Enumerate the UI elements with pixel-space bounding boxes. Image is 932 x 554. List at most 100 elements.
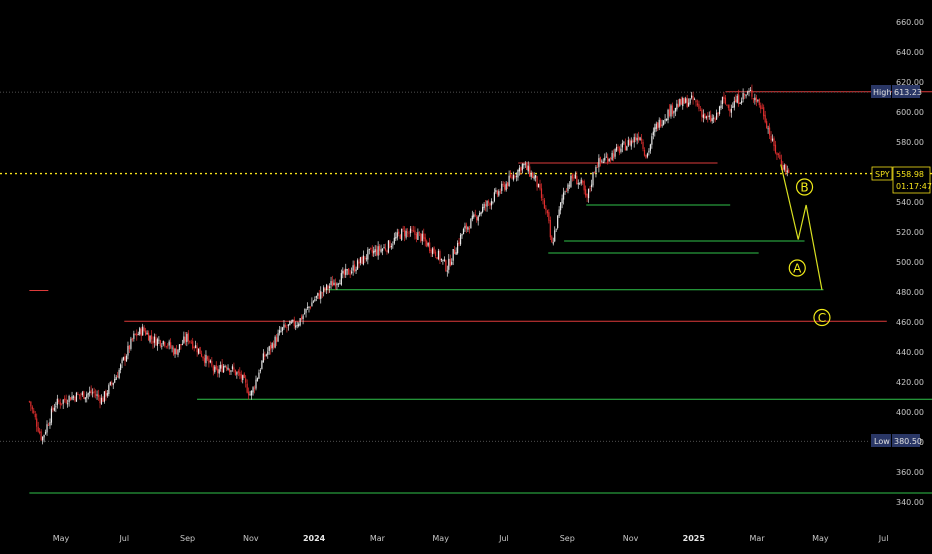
candle-body	[168, 341, 170, 346]
candle-body	[58, 400, 60, 402]
candle-body	[746, 92, 749, 94]
candle-body	[732, 106, 734, 108]
candle-body	[121, 359, 123, 364]
candle-body	[745, 94, 747, 97]
candle-body	[177, 349, 179, 355]
candle-body	[701, 109, 703, 118]
symbol-tag-bg	[871, 166, 893, 181]
candle-body	[476, 216, 478, 221]
candle-body	[589, 188, 591, 190]
candle-body	[582, 181, 584, 183]
candle-body	[408, 233, 410, 235]
candle-body	[785, 164, 787, 173]
candle-body	[352, 265, 354, 271]
candle-body	[136, 333, 138, 336]
candle-body	[90, 389, 92, 394]
candle-body	[67, 403, 69, 405]
candle-body	[639, 137, 641, 141]
candle-body	[165, 346, 167, 348]
candle-body	[752, 98, 755, 100]
candle-body	[139, 328, 141, 335]
candle-body	[770, 135, 772, 141]
candle-body	[782, 165, 784, 170]
candle-body	[246, 383, 248, 393]
candle-body	[786, 170, 788, 173]
candle-body	[367, 249, 369, 260]
candle-body	[724, 97, 727, 104]
candle-body	[327, 286, 329, 289]
candle-body	[274, 336, 276, 348]
candle-body	[309, 307, 312, 308]
candle-body	[486, 200, 488, 207]
candle-body	[230, 370, 232, 372]
candle-body	[328, 286, 331, 288]
candle-body	[348, 268, 350, 275]
candle-body	[114, 378, 116, 383]
candle-body	[423, 233, 425, 239]
candle-body	[551, 236, 553, 243]
candle-body	[741, 100, 743, 104]
candle-body	[248, 391, 250, 396]
candle-body	[147, 332, 150, 341]
candle-body	[695, 100, 697, 103]
candle-body	[42, 436, 44, 441]
candle-body	[217, 368, 219, 374]
candle-body	[448, 258, 450, 270]
candle-body	[504, 184, 506, 190]
candle-body	[390, 246, 392, 248]
x-tick-label: 2025	[683, 534, 706, 543]
candle-body	[203, 358, 206, 363]
candle-body	[518, 167, 521, 172]
candle-body	[317, 292, 319, 296]
candle-body	[530, 172, 532, 177]
x-tick-label: Nov	[243, 534, 259, 543]
x-tick-label: Jul	[878, 534, 889, 543]
candle-body	[268, 346, 270, 351]
candle-body	[449, 258, 451, 266]
candle-body	[94, 394, 97, 396]
candle-body	[355, 269, 357, 272]
candle-body	[164, 342, 166, 346]
candle-body	[552, 242, 554, 244]
candle-body	[617, 146, 619, 148]
candle-body	[707, 116, 709, 118]
candle-body	[131, 338, 133, 340]
candle-body	[250, 390, 253, 396]
candle-body	[595, 167, 597, 173]
candle-body	[152, 340, 154, 344]
x-tick-label: Sep	[560, 534, 575, 543]
price-axis[interactable]: 340.00360.00380.00400.00420.00440.00460.…	[896, 18, 924, 507]
candle-body	[468, 228, 470, 230]
candle-body	[236, 372, 238, 375]
candle-body	[767, 128, 769, 130]
candle-body	[652, 131, 654, 136]
candle-body	[155, 337, 157, 346]
candle-body	[231, 366, 234, 370]
x-tick-label: Mar	[750, 534, 766, 543]
x-tick-label: Sep	[180, 534, 195, 543]
wave-b-circle	[795, 178, 814, 196]
candle-body	[757, 100, 759, 102]
candle-body	[312, 301, 314, 303]
candle-body	[184, 336, 186, 342]
candle-body	[286, 327, 288, 328]
candle-body	[233, 367, 235, 370]
candle-body	[514, 176, 516, 178]
low-tag: Low 380.50	[871, 434, 922, 447]
candle-body	[779, 155, 781, 160]
candle-body	[738, 94, 740, 105]
y-tick-label: 440.00	[896, 348, 924, 357]
candle-body	[676, 103, 678, 110]
candle-body	[608, 158, 610, 162]
candle-body	[389, 241, 391, 249]
candle-body	[414, 230, 416, 235]
candle-body	[259, 370, 262, 372]
candle-body	[455, 252, 457, 255]
candle-body	[733, 101, 735, 108]
candle-body	[501, 183, 503, 191]
candle-body	[197, 348, 200, 354]
candle-body	[602, 161, 604, 163]
time-axis[interactable]: May Jul Sep Nov 2024 Mar May Jul Sep Nov 2025 Mar Ma…	[53, 534, 889, 543]
